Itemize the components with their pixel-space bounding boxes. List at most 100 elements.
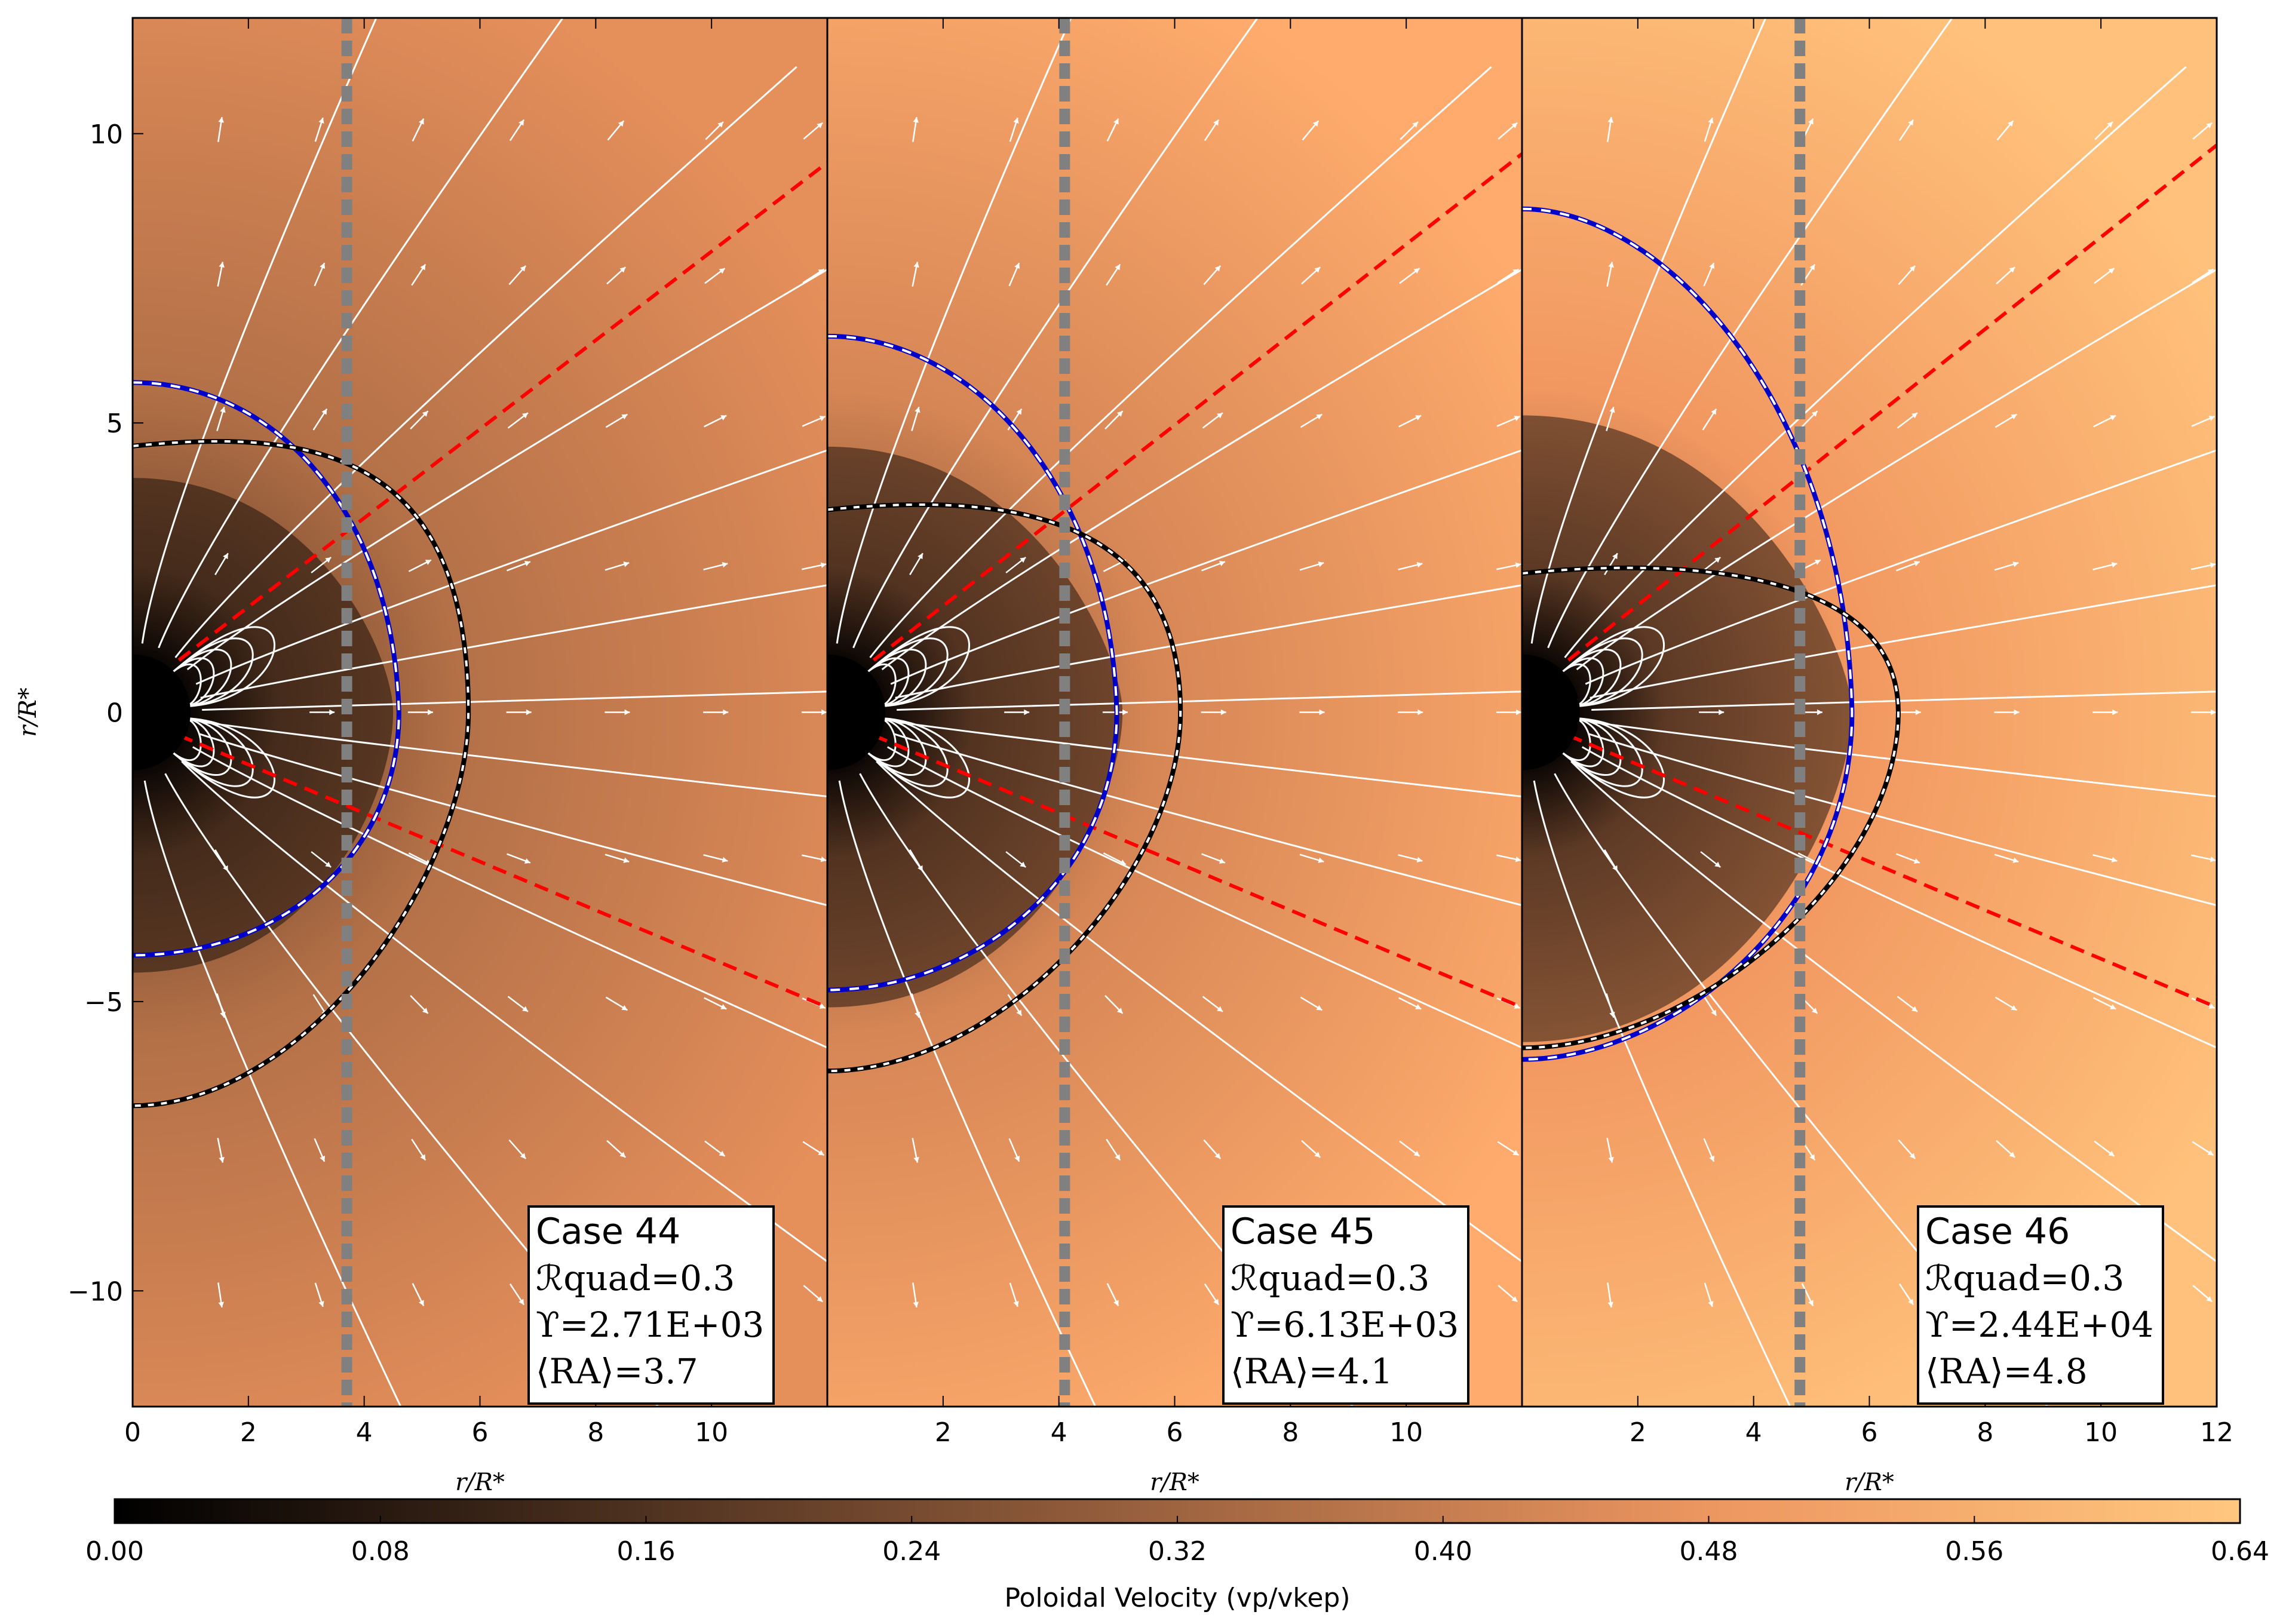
arrow-head [621,414,628,420]
field-line [143,780,402,1407]
arrow-head [420,264,426,271]
arrow-head [1314,267,1321,273]
arrow-head [1711,1009,1717,1016]
arrow-head [1609,407,1615,413]
arrow-head [428,709,433,716]
arrow-head [1316,414,1323,420]
blue-surface-dash [1522,207,1854,1061]
arrow-head [2009,1152,2015,1158]
arrow-head [722,856,728,863]
field-line [897,690,1522,711]
arrow-head [1608,262,1614,268]
arrow-head [419,1300,424,1306]
closed-loop [867,717,910,768]
colorbar-tick-label: 0.16 [617,1536,676,1567]
arrow-head [913,1156,919,1163]
current-sheet-upper [1567,143,2217,662]
arrow-head [1514,416,1520,421]
closed-loop [1561,637,1643,708]
arrow-head [1608,1156,1614,1163]
closed-loop [172,649,232,708]
arrow-head [420,1154,426,1161]
arrow-head [425,560,431,565]
closed-loop [172,717,275,799]
colorbar-tick-label: 0.00 [85,1536,144,1567]
arrow-head [2111,561,2118,568]
arrow-head [1416,561,1423,568]
field-line [186,268,827,671]
case-param: ℛquad=0.3 [536,1258,735,1298]
field-line [192,746,827,1049]
field-line [200,584,827,699]
current-sheet-lower [1567,733,2217,1009]
field-line [876,760,1522,1263]
closed-loop [867,637,949,708]
arrow-head [821,709,827,716]
arrow-head [820,856,827,862]
field-line [202,690,827,711]
arrow-head [524,561,530,566]
dead-zone [1522,415,1852,1042]
field-line [838,780,1097,1407]
arrow-head [1024,709,1030,716]
black-surface-dash [133,440,470,1107]
arrow-head [1814,560,1821,565]
arrow-head [1116,1008,1123,1014]
arrow-head [1908,1298,1914,1305]
x-tick-label: 12 [2200,1417,2233,1448]
closed-loop [1561,717,1604,768]
arrow-head [2210,856,2216,862]
arrow-head [2108,1150,2115,1156]
arrow-head [1319,709,1325,716]
case-param: ℛquad=0.3 [1231,1258,1429,1298]
case-box [1222,1205,1469,1405]
arrow-head [1213,119,1219,126]
field-line [1590,584,2217,699]
panel-content [827,18,1522,1407]
arrow-head [1122,709,1128,716]
y-tick-label: −10 [67,1276,123,1307]
case-box [1917,1205,2164,1405]
panel-content [1522,18,2217,1407]
panel-p45: 2 4 6 8 10 r/R* Case 45 ℛquad=0.3 ϒ=6.13E+03 ⟨RA⟩… [826,17,1523,1496]
field-line [141,18,378,644]
closed-loop [867,649,927,708]
colorbar-tick-label: 0.08 [351,1536,410,1567]
arrow-head [623,561,630,567]
arrow-head [422,1008,428,1014]
arrow-head [619,1152,626,1158]
current-sheet-lower [873,733,1522,1009]
arrow-head [518,119,524,126]
arrow-head [1808,118,1814,125]
arrow-head [522,1006,528,1012]
arrow-head [1808,1300,1814,1306]
arrow-head [1020,557,1026,563]
colorbar-tick-label: 0.48 [1680,1536,1738,1567]
arrow-head [1607,117,1613,123]
arrow-head [918,865,923,871]
arrow-head [2208,416,2215,421]
closed-loop [867,626,970,708]
x-tick-label: 4 [356,1417,373,1448]
arrow-head [2110,1004,2116,1009]
field-line [198,732,827,907]
arrow-head [419,118,424,125]
x-tick-label: 4 [1051,1417,1067,1448]
y-tick-label: 5 [106,409,123,439]
arrow-head [1514,1003,1520,1009]
arrow-head [619,267,626,273]
arrow-head [2208,1003,2215,1009]
panel-p44: 0 2 4 6 8 10 r/R* 10 5 0 −5 −10 r/R* Case 44 ℛquad=0.3… [14,17,829,1496]
field-line [869,66,1492,658]
arrow-head [219,1156,225,1163]
arrow-head [623,857,630,863]
arrow-head [223,865,228,871]
closed-loop [1561,649,1622,708]
x-tick-label: 4 [1745,1417,1762,1448]
arrow-head [1511,122,1518,128]
closed-loop [172,717,202,762]
arrow-head [1119,859,1126,865]
arrow-head [1415,1004,1422,1009]
case-title: Case 44 [536,1211,680,1252]
dead-zone [827,446,1123,1008]
